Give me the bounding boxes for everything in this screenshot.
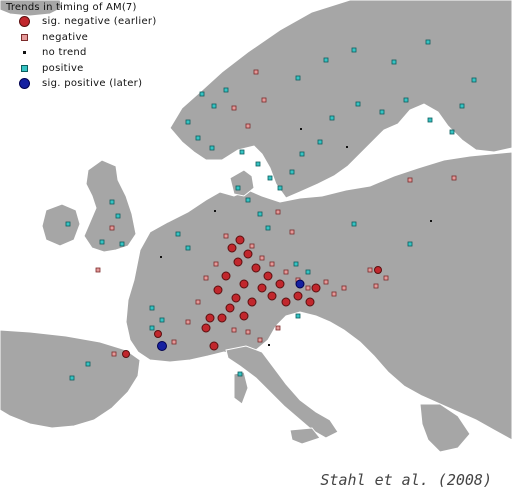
scandinavia-landmass: [169, 0, 512, 199]
great-britain-landmass: [83, 159, 137, 253]
tiny-black-dot-icon: [6, 51, 42, 55]
map-legend: Trends in timing of AM(7) sig. negative …: [6, 2, 157, 92]
italy-landmass: [225, 345, 339, 439]
legend-label: positive: [42, 62, 84, 74]
big-red-circle-icon: [6, 16, 42, 28]
legend-label: no trend: [42, 47, 87, 59]
iceland-landmass: [0, 0, 63, 17]
small-cyan-square-icon: [6, 64, 42, 72]
continental-europe: [125, 151, 512, 441]
source-credit: Stahl et al. (2008): [320, 471, 492, 489]
positive-markers: [65, 39, 477, 381]
legend-item-negative: negative: [6, 30, 157, 46]
sig-positive-markers: [157, 279, 305, 351]
legend-label: sig. negative (earlier): [42, 16, 157, 28]
greece-landmass: [419, 403, 471, 453]
legend-item-positive: positive: [6, 61, 157, 77]
small-pink-square-icon: [6, 33, 42, 41]
station-markers: [65, 39, 477, 381]
sig-negative-markers: [122, 235, 382, 358]
legend-item-no-trend: no trend: [6, 45, 157, 61]
legend-item-sig-negative: sig. negative (earlier): [6, 14, 157, 30]
sardinia-landmass: [233, 371, 249, 405]
no-trend-markers: [160, 128, 432, 346]
negative-markers: [95, 69, 457, 357]
ireland-landmass: [41, 203, 81, 247]
legend-item-sig-positive: sig. positive (later): [6, 76, 157, 92]
big-blue-circle-icon: [6, 78, 42, 90]
sicily-landmass: [289, 427, 321, 445]
legend-title: Trends in timing of AM(7): [6, 2, 137, 13]
legend-label: negative: [42, 31, 89, 43]
legend-label: sig. positive (later): [42, 78, 143, 90]
